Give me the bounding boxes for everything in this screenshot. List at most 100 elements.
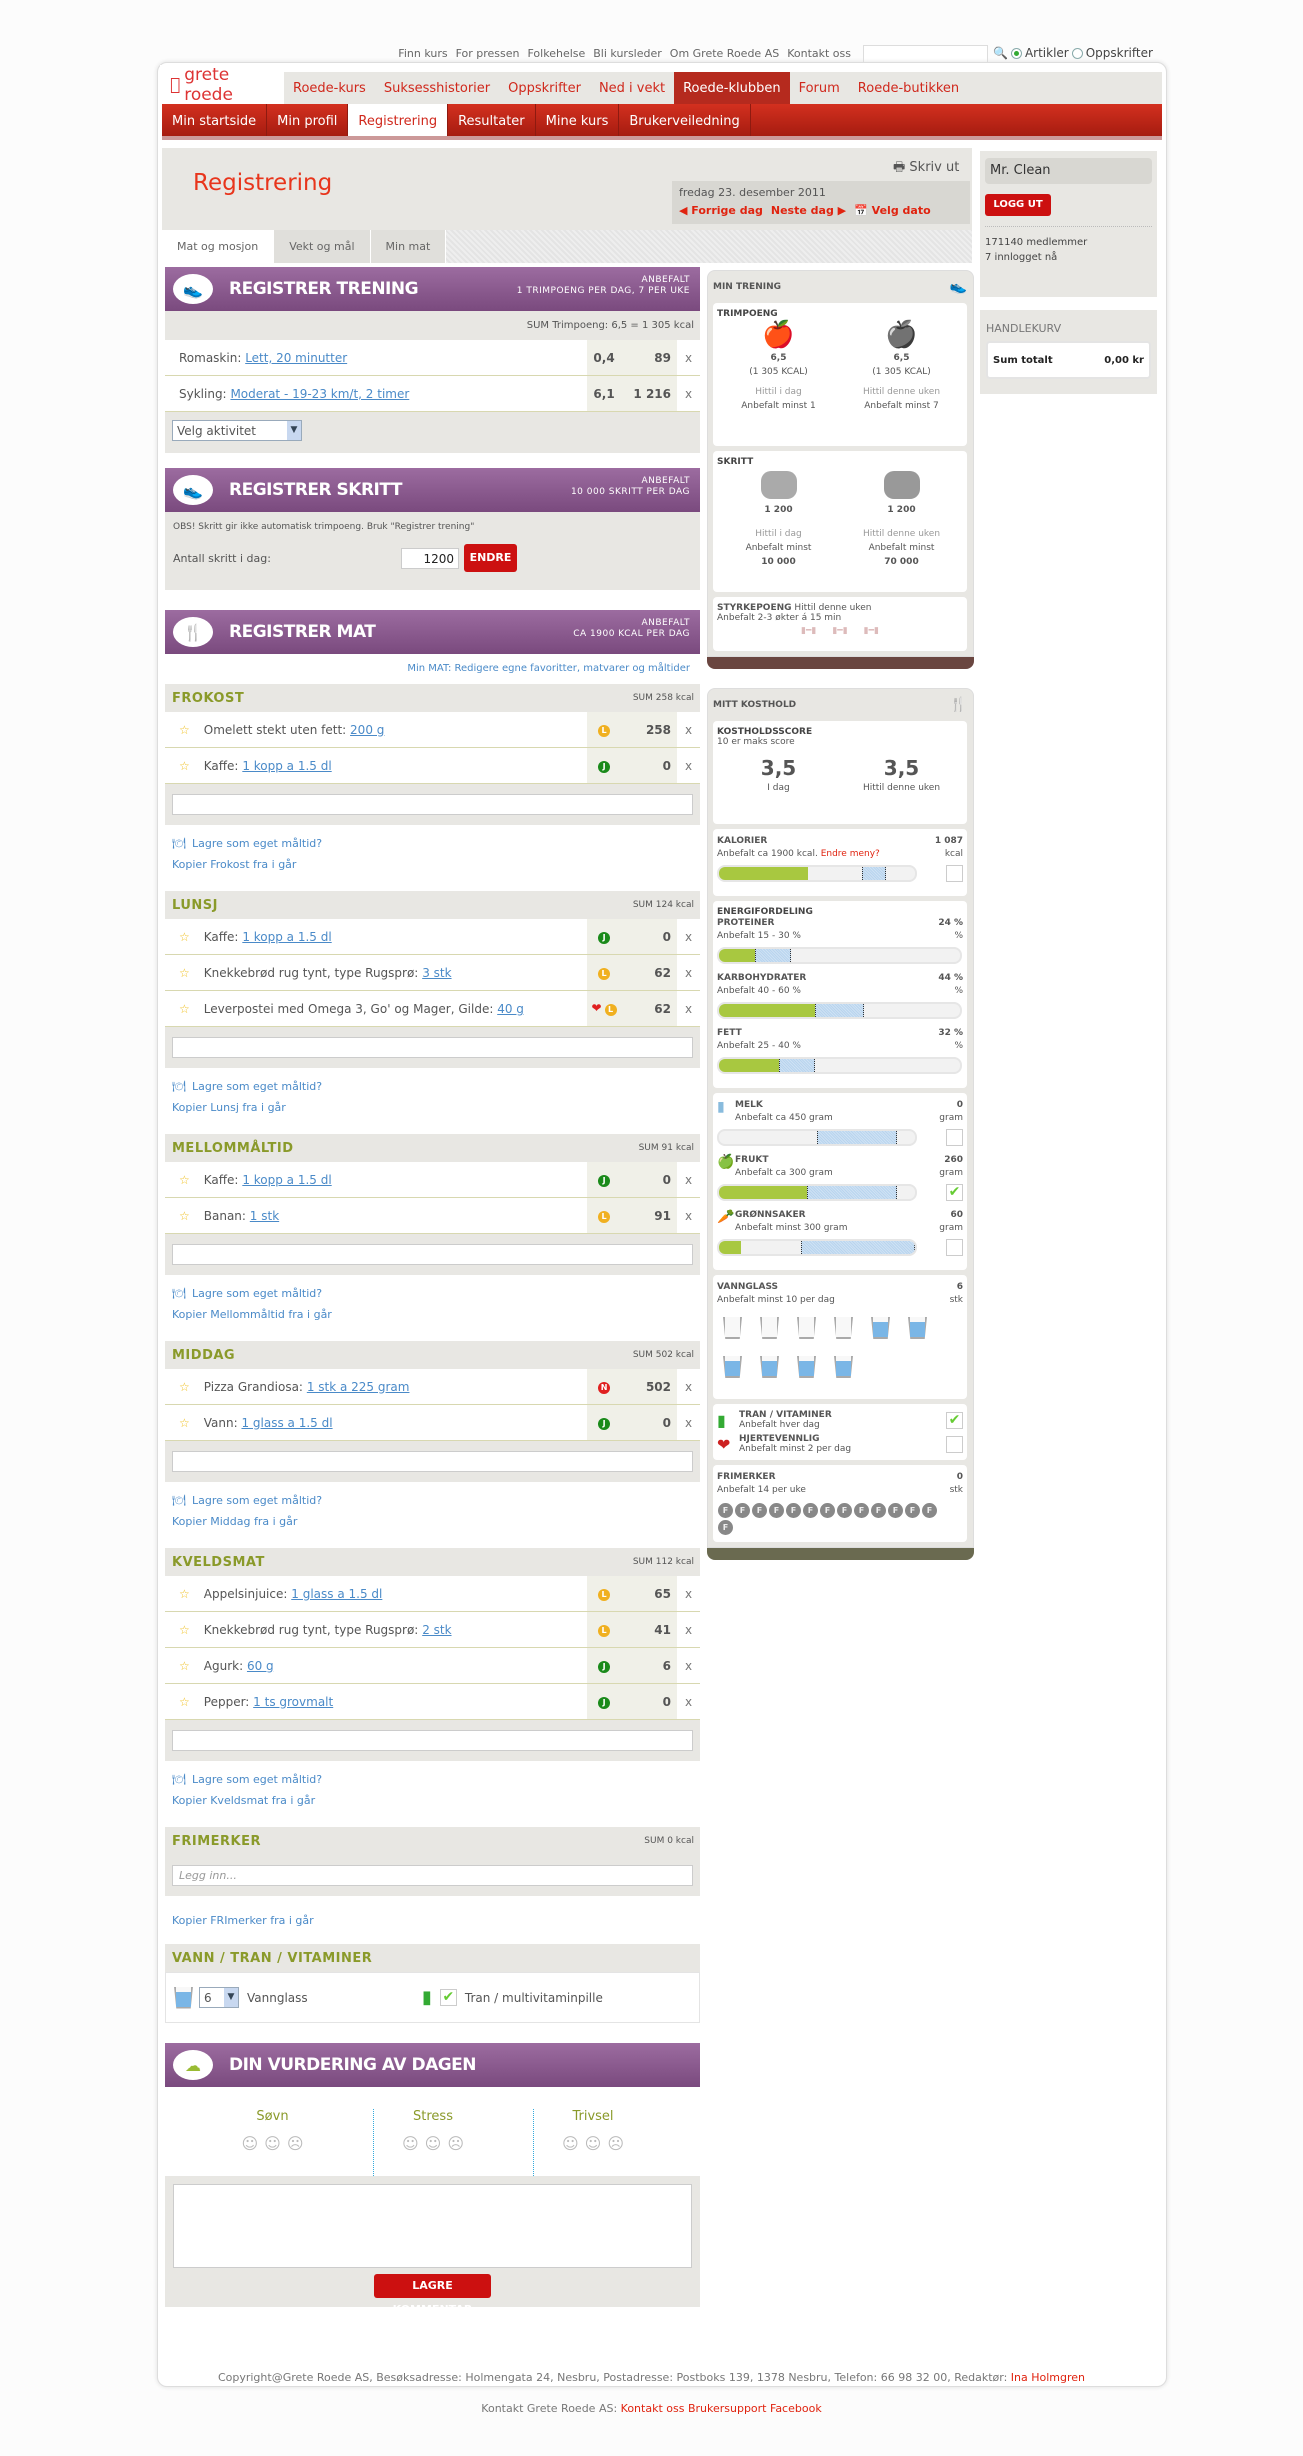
water-glass-icon[interactable] <box>871 1317 890 1339</box>
copy-meal-link[interactable]: Kopier Lunsj fra i går <box>172 1101 286 1114</box>
remove-button[interactable]: x <box>684 1415 693 1430</box>
footer-link-contact[interactable]: Kontakt oss <box>620 2402 685 2415</box>
editor-link[interactable]: Ina Holmgren <box>1010 2371 1086 2384</box>
tab[interactable]: Mat og mosjon <box>162 230 275 263</box>
sub-nav-item[interactable]: Min startside <box>162 104 268 136</box>
smiley-icon[interactable]: ☺ <box>401 2134 419 2153</box>
top-link[interactable]: Om Grete Roede AS <box>669 47 780 60</box>
sub-nav-item[interactable]: Min profil <box>267 104 349 136</box>
hjerte-checkbox[interactable] <box>946 1435 963 1453</box>
endre-button[interactable]: ENDRE <box>464 544 517 572</box>
remove-button[interactable]: x <box>684 929 693 944</box>
top-link[interactable]: Finn kurs <box>398 47 448 60</box>
comment-textarea[interactable] <box>173 2184 692 2268</box>
food-amount-link[interactable]: 1 ts grovmalt <box>253 1694 334 1709</box>
food-input[interactable] <box>172 1730 693 1751</box>
food-amount-link[interactable]: 1 glass a 1.5 dl <box>291 1586 383 1601</box>
water-glass-icon[interactable] <box>760 1356 779 1378</box>
remove-button[interactable]: x <box>684 758 693 773</box>
next-day-link[interactable]: Neste dag ▶ <box>770 204 847 217</box>
change-menu-link[interactable]: Endre meny? <box>820 849 880 859</box>
water-glass-icon[interactable] <box>797 1356 816 1378</box>
radio-articles[interactable] <box>1010 47 1022 59</box>
calories-checkbox[interactable] <box>946 865 963 882</box>
main-nav-item[interactable]: Roede-kurs <box>293 81 366 96</box>
top-link[interactable]: Bli kursleder <box>593 47 662 60</box>
favorite-star-icon[interactable]: ☆ <box>179 1208 190 1223</box>
logout-button[interactable]: LOGG UT <box>985 194 1051 216</box>
radio-recipes[interactable] <box>1071 47 1083 59</box>
remove-button[interactable]: x <box>684 1001 693 1016</box>
water-glass-icon[interactable] <box>723 1317 742 1339</box>
save-meal-link[interactable]: 🍽 Lagre som eget måltid? <box>172 833 693 854</box>
food-amount-link[interactable]: 1 stk <box>249 1208 280 1223</box>
activity-select[interactable]: Velg aktivitet ▼ <box>172 420 302 441</box>
top-link[interactable]: For pressen <box>455 47 520 60</box>
sub-nav-item[interactable]: Mine kurs <box>536 104 620 136</box>
food-amount-link[interactable]: 40 g <box>497 1001 524 1016</box>
food-amount-link[interactable]: 1 kopp a 1.5 dl <box>242 929 332 944</box>
copy-meal-link[interactable]: Kopier Mellommåltid fra i går <box>172 1308 332 1321</box>
water-glass-icon[interactable] <box>908 1317 927 1339</box>
glasses-select[interactable]: 6 ▼ <box>199 1987 239 2008</box>
sub-nav-item[interactable]: Brukerveiledning <box>619 104 751 136</box>
remove-button[interactable]: x <box>684 386 693 401</box>
pick-date-link[interactable]: 📅 Velg dato <box>854 204 931 217</box>
logo[interactable]: grete roede <box>160 65 282 105</box>
main-nav-item[interactable]: Suksesshistorier <box>383 81 491 96</box>
main-nav-item[interactable]: Roede-butikken <box>857 81 960 96</box>
remove-button[interactable]: x <box>684 350 693 365</box>
food-input[interactable] <box>172 1037 693 1058</box>
food-amount-link[interactable]: 3 stk <box>422 965 452 980</box>
food-group-checkbox[interactable] <box>946 1239 963 1256</box>
food-amount-link[interactable]: 2 stk <box>422 1622 452 1637</box>
food-group-checkbox[interactable] <box>946 1129 963 1146</box>
remove-button[interactable]: x <box>684 1658 693 1673</box>
save-comment-button[interactable]: LAGRE KOMMENTAR <box>374 2274 491 2316</box>
tab[interactable]: Min mat <box>370 230 447 263</box>
water-glass-icon[interactable] <box>834 1356 853 1378</box>
favorite-star-icon[interactable]: ☆ <box>179 1379 190 1394</box>
main-nav-item[interactable]: Roede-klubben <box>674 72 790 106</box>
favorite-star-icon[interactable]: ☆ <box>179 1586 190 1601</box>
water-glass-icon[interactable] <box>723 1356 742 1378</box>
favorite-star-icon[interactable]: ☆ <box>179 758 190 773</box>
food-amount-link[interactable]: 1 kopp a 1.5 dl <box>242 1172 332 1187</box>
print-button[interactable]: 🖶 Skriv ut <box>893 158 959 180</box>
tab[interactable]: Vekt og mål <box>274 230 371 263</box>
skritt-input[interactable]: 1200 <box>401 547 459 569</box>
food-amount-link[interactable]: 60 g <box>246 1658 274 1673</box>
water-glass-icon[interactable] <box>834 1317 853 1339</box>
water-glass-icon[interactable] <box>797 1317 816 1339</box>
sad-face-icon[interactable]: ☹ <box>607 2134 625 2153</box>
favorite-star-icon[interactable]: ☆ <box>179 1001 190 1016</box>
tran-vitamin-checkbox[interactable]: ✔ <box>946 1411 963 1429</box>
food-input[interactable] <box>172 1451 693 1472</box>
remove-button[interactable]: x <box>684 1379 693 1394</box>
food-amount-link[interactable]: 1 kopp a 1.5 dl <box>242 758 332 773</box>
sad-face-icon[interactable]: ☹ <box>286 2134 304 2153</box>
tran-checkbox[interactable]: ✔ <box>439 1989 457 2006</box>
copy-meal-link[interactable]: Kopier Frokost fra i går <box>172 858 297 871</box>
remove-button[interactable]: x <box>684 965 693 980</box>
food-amount-link[interactable]: 1 stk a 225 gram <box>306 1379 410 1394</box>
food-group-checkbox[interactable]: ✔ <box>946 1184 963 1201</box>
activity-amount-link[interactable]: Moderat - 19-23 km/t, 2 timer <box>230 386 410 401</box>
favorite-star-icon[interactable]: ☆ <box>179 965 190 980</box>
footer-link-support[interactable]: Brukersupport <box>687 2402 767 2415</box>
sub-nav-item[interactable]: Resultater <box>448 104 536 136</box>
smiley-icon[interactable]: ☺ <box>241 2134 259 2153</box>
top-link[interactable]: Folkehelse <box>527 47 586 60</box>
favorite-star-icon[interactable]: ☆ <box>179 1658 190 1673</box>
min-mat-link[interactable]: Min MAT: Redigere egne favoritter, matva… <box>165 654 700 684</box>
search-icon[interactable]: 🔍 <box>993 46 1008 60</box>
top-link[interactable]: Kontakt oss <box>787 47 851 60</box>
main-nav-item[interactable]: Forum <box>798 81 840 96</box>
food-amount-link[interactable]: 1 glass a 1.5 dl <box>241 1415 333 1430</box>
food-amount-link[interactable]: 200 g <box>350 722 385 737</box>
smiley-icon[interactable]: ☺ <box>561 2134 579 2153</box>
smiley-icon[interactable]: ☺ <box>424 2134 442 2153</box>
food-input[interactable] <box>172 1244 693 1265</box>
food-input[interactable]: Legg inn... <box>172 1865 693 1886</box>
remove-button[interactable]: x <box>684 722 693 737</box>
